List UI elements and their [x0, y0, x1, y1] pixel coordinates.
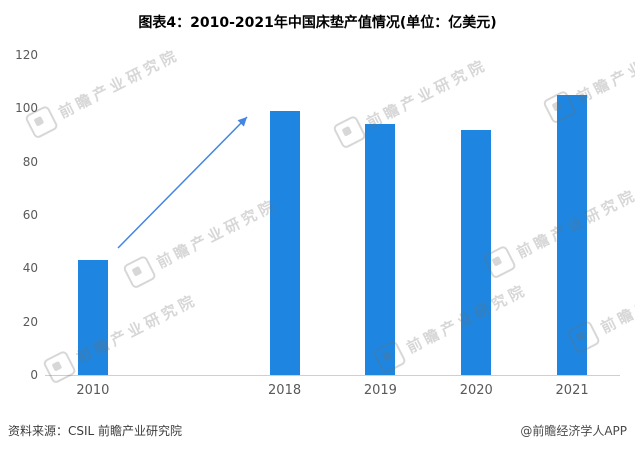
bar-2010 [77, 260, 108, 375]
x-tick-2010: 2010 [76, 383, 110, 398]
bar-2020 [461, 129, 492, 375]
x-tick-2018: 2018 [268, 383, 302, 398]
source-note: 资料来源：CSIL 前瞻产业研究院 [8, 424, 183, 438]
bar-2021 [557, 95, 588, 375]
bar-2019 [365, 124, 396, 375]
x-tick-2021: 2021 [555, 383, 589, 398]
credit-note: @前瞻经济学人APP [520, 424, 627, 438]
chart-area: 0 20 40 60 80 100 120 2010 2018 2019 2020 2021 [0, 40, 635, 400]
x-tick-2020: 2020 [459, 383, 493, 398]
y-tick-40: 40 [22, 261, 38, 276]
trend-arrow [117, 116, 248, 249]
y-tick-120: 120 [15, 48, 38, 62]
footer: 资料来源：CSIL 前瞻产业研究院 @前瞻经济学人APP [0, 418, 635, 442]
y-tick-20: 20 [22, 314, 38, 329]
y-tick-100: 100 [15, 101, 38, 116]
x-tick-2019: 2019 [363, 383, 397, 398]
bar-2018 [269, 111, 300, 375]
plot-area: 2010 2018 2019 2020 2021 [45, 55, 620, 398]
y-tick-60: 60 [22, 208, 38, 222]
chart-title: 图表4：2010-2021年中国床垫产值情况(单位：亿美元) [138, 15, 497, 31]
y-tick-80: 80 [22, 154, 38, 169]
y-tick-0: 0 [30, 368, 38, 382]
y-axis: 0 20 40 60 80 100 120 [0, 48, 38, 382]
